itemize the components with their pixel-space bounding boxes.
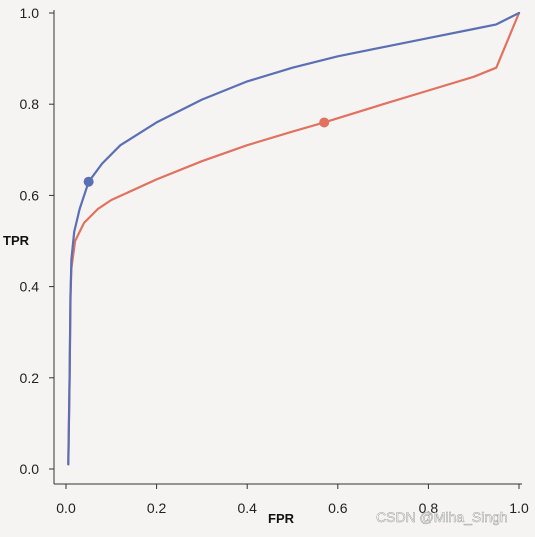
y-tick-label: 0.8 [20,96,40,112]
y-tick-label: 0.6 [20,187,40,203]
y-axis-title: TPR [3,233,30,248]
threshold-marker-0 [83,176,94,187]
y-ticks: 0.0 0.2 0.4 0.6 0.8 1.0 [20,5,54,477]
x-tick-label: 0.8 [419,500,439,516]
x-ticks: 0.0 0.2 0.4 0.6 0.8 1.0 [56,484,529,516]
y-tick-label: 0.2 [20,370,40,386]
roc-curve-1 [67,11,521,466]
axes [53,10,522,485]
y-tick-label: 0.0 [20,461,40,477]
threshold-marker-1 [319,117,330,128]
x-axis-title: FPR [268,511,295,526]
series-layer [67,11,521,466]
x-tick-label: 1.0 [509,500,529,516]
y-tick-label: 1.0 [20,5,40,21]
x-tick-label: 0.0 [56,500,76,516]
y-tick-label: 0.4 [20,279,40,295]
x-tick-label: 0.4 [237,500,257,516]
x-tick-label: 0.6 [328,500,348,516]
x-tick-label: 0.2 [147,500,167,516]
watermark: CSDN @Miha_Singh [376,509,508,525]
roc-curve-0 [67,11,521,466]
